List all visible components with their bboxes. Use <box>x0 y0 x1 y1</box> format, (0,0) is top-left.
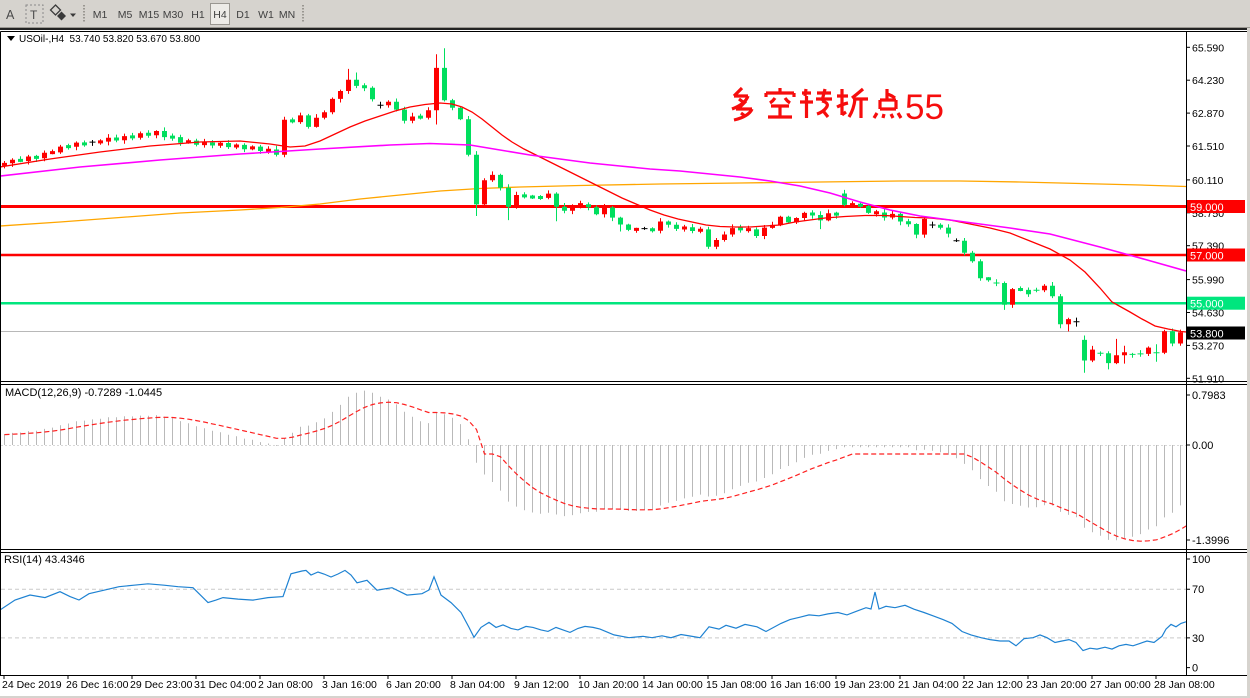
svg-text:-1.3996: -1.3996 <box>1192 535 1229 547</box>
svg-text:MN: MN <box>279 9 295 21</box>
svg-text:65.590: 65.590 <box>1192 42 1224 54</box>
svg-text:55.990: 55.990 <box>1192 275 1224 287</box>
svg-text:53.800: 53.800 <box>1190 329 1224 341</box>
svg-text:61.510: 61.510 <box>1192 141 1224 153</box>
svg-text:T: T <box>30 8 38 22</box>
svg-text:9 Jan 12:00: 9 Jan 12:00 <box>514 679 569 691</box>
svg-text:6 Jan 20:00: 6 Jan 20:00 <box>386 679 441 691</box>
svg-text:10 Jan 20:00: 10 Jan 20:00 <box>578 679 639 691</box>
svg-text:64.230: 64.230 <box>1192 75 1224 87</box>
svg-text:0.7983: 0.7983 <box>1192 390 1226 402</box>
svg-text:26 Dec 16:00: 26 Dec 16:00 <box>66 679 129 691</box>
svg-text:M1: M1 <box>93 9 108 21</box>
svg-text:A: A <box>6 8 15 22</box>
svg-text:D1: D1 <box>236 9 250 21</box>
svg-text:15 Jan 08:00: 15 Jan 08:00 <box>706 679 767 691</box>
svg-text:55.000: 55.000 <box>1190 299 1224 311</box>
svg-text:51.910: 51.910 <box>1192 373 1224 385</box>
svg-text:100: 100 <box>1192 554 1210 566</box>
svg-text:M5: M5 <box>118 9 133 21</box>
svg-text:31 Dec 04:00: 31 Dec 04:00 <box>194 679 257 691</box>
svg-text:8 Jan 04:00: 8 Jan 04:00 <box>450 679 505 691</box>
svg-text:RSI(14) 43.4346: RSI(14) 43.4346 <box>4 554 85 566</box>
svg-text:0: 0 <box>1192 663 1198 675</box>
svg-text:3 Jan 16:00: 3 Jan 16:00 <box>322 679 377 691</box>
svg-text:M15: M15 <box>139 9 160 21</box>
svg-text:24 Dec 2019: 24 Dec 2019 <box>2 679 62 691</box>
svg-text:M30: M30 <box>163 9 184 21</box>
svg-text:23 Jan 20:00: 23 Jan 20:00 <box>1026 679 1087 691</box>
svg-text:57.000: 57.000 <box>1190 251 1224 263</box>
svg-text:59.000: 59.000 <box>1190 202 1224 214</box>
svg-text:30: 30 <box>1192 633 1204 645</box>
svg-text:22 Jan 12:00: 22 Jan 12:00 <box>962 679 1023 691</box>
svg-text:W1: W1 <box>258 9 274 21</box>
svg-text:19 Jan 23:00: 19 Jan 23:00 <box>834 679 895 691</box>
svg-text:MACD(12,26,9) -0.7289 -1.0445: MACD(12,26,9) -0.7289 -1.0445 <box>5 387 162 399</box>
svg-text:14 Jan 00:00: 14 Jan 00:00 <box>642 679 703 691</box>
svg-text:29 Dec 23:00: 29 Dec 23:00 <box>130 679 193 691</box>
svg-text:55: 55 <box>905 88 944 127</box>
svg-text:H4: H4 <box>213 9 227 21</box>
svg-text:70: 70 <box>1192 584 1204 596</box>
svg-text:53.270: 53.270 <box>1192 340 1224 352</box>
svg-text:0.00: 0.00 <box>1192 440 1213 452</box>
svg-text:21 Jan 04:00: 21 Jan 04:00 <box>898 679 959 691</box>
svg-text:60.110: 60.110 <box>1192 175 1223 187</box>
svg-text:54.630: 54.630 <box>1192 308 1224 320</box>
svg-text:H1: H1 <box>191 9 205 21</box>
svg-text:28 Jan 08:00: 28 Jan 08:00 <box>1154 679 1215 691</box>
svg-text:2 Jan 08:00: 2 Jan 08:00 <box>258 679 313 691</box>
svg-text:62.870: 62.870 <box>1192 108 1224 120</box>
svg-text:16 Jan 16:00: 16 Jan 16:00 <box>770 679 831 691</box>
svg-text:USOil-,H4 53.740 53.820 53.67: USOil-,H4 53.740 53.820 53.670 53.800 <box>19 34 201 45</box>
svg-text:27 Jan 00:00: 27 Jan 00:00 <box>1090 679 1151 691</box>
